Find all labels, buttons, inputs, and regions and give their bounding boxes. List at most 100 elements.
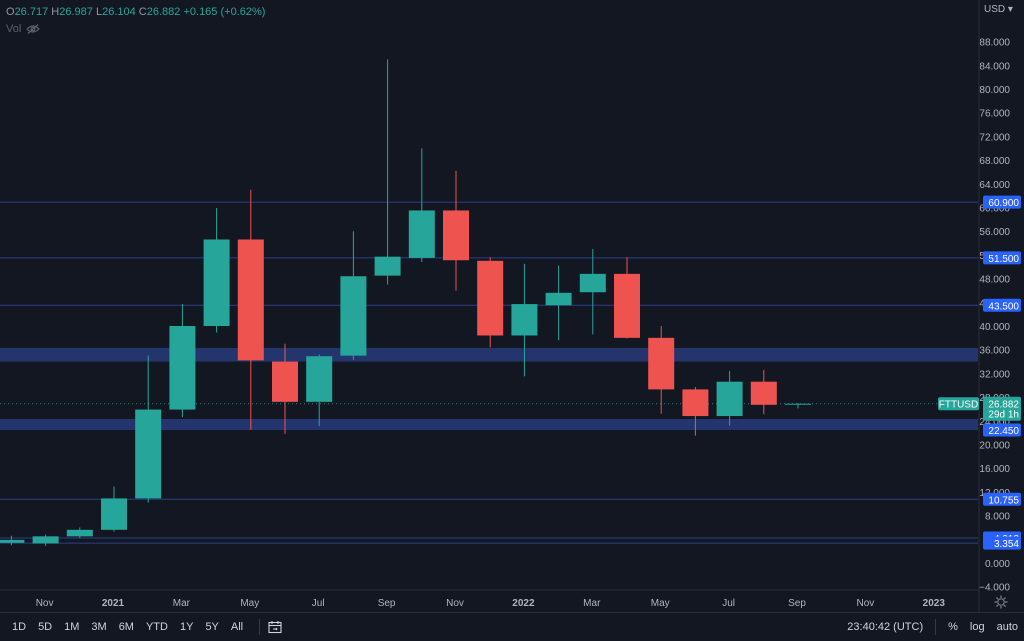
candle[interactable] (716, 371, 743, 426)
candle[interactable] (511, 263, 538, 377)
candle-body (682, 389, 709, 417)
price-label-text: 51.500 (988, 254, 1019, 265)
toolbar-divider (259, 619, 261, 635)
candle[interactable] (614, 257, 640, 339)
symbol-tag: FTTUSD (939, 400, 978, 411)
candle[interactable] (682, 387, 709, 436)
y-tick-label: 36.000 (979, 346, 1010, 357)
candle-body (0, 539, 25, 543)
x-tick-label: 2022 (512, 598, 535, 609)
candle[interactable] (785, 403, 811, 409)
candle-body (545, 292, 572, 306)
y-tick-label: 72.000 (979, 132, 1010, 143)
candle[interactable] (477, 257, 504, 348)
x-tick-label: Mar (173, 598, 191, 609)
support-zone (0, 419, 978, 430)
candle[interactable] (545, 265, 572, 341)
symbol-tag-bg (938, 397, 979, 411)
toolbar-divider-right (935, 619, 937, 635)
currency-label: USD (984, 4, 1006, 15)
eye-crossed-icon[interactable] (26, 24, 41, 34)
timeframe-5y[interactable]: 5Y (205, 621, 219, 633)
timeframe-3m[interactable]: 3M (91, 621, 107, 633)
price-label-bg (983, 298, 1021, 312)
bottom-right-controls: 23:40:42 (UTC) % log auto (847, 613, 1018, 641)
clock-time[interactable]: 23:40:42 (UTC) (847, 621, 924, 633)
candle[interactable] (203, 208, 230, 333)
auto-scale-toggle[interactable]: auto (996, 621, 1018, 633)
y-tick-label: 40.000 (979, 322, 1010, 333)
candle[interactable] (579, 248, 606, 335)
candle[interactable] (135, 355, 162, 503)
calendar-range-icon[interactable] (268, 620, 282, 634)
price-label: 22.450 (983, 423, 1021, 437)
timeframe-1d[interactable]: 1D (12, 621, 27, 633)
price-label-bg (983, 423, 1021, 437)
y-tick-label: 20.000 (979, 441, 1010, 452)
timeframe-ytd[interactable]: YTD (145, 621, 168, 633)
candle[interactable] (169, 304, 196, 418)
candle-body (614, 273, 640, 338)
x-tick-label: Jul (722, 598, 735, 609)
bottom-toolbar: 1D 5D 1M 3M 6M YTD 1Y 5Y All 23:40:42 (U… (0, 612, 1024, 641)
y-tick-label: 84.000 (979, 61, 1010, 72)
price-label-bg (983, 536, 1021, 550)
y-tick-label: 32.000 (979, 369, 1010, 380)
price-label-text: 43.500 (988, 301, 1019, 312)
candle[interactable] (0, 535, 25, 546)
currency-selector[interactable]: USD ▾ (984, 4, 1013, 15)
open-value: 26.717 (14, 6, 49, 18)
log-scale-toggle[interactable]: log (969, 621, 985, 633)
candle-body (66, 529, 93, 537)
candle-body (579, 273, 606, 293)
candle-body (237, 239, 264, 361)
candle[interactable] (306, 354, 333, 427)
candle[interactable] (750, 369, 777, 415)
y-tick-label: 16.000 (979, 464, 1010, 475)
candle[interactable] (32, 534, 59, 546)
candle[interactable] (101, 486, 127, 532)
candle-body (272, 361, 298, 402)
candle[interactable] (648, 326, 675, 414)
candle[interactable] (340, 231, 367, 360)
settings-gear-icon[interactable] (994, 595, 1008, 609)
volume-indicator[interactable]: Vol (6, 23, 41, 35)
percent-scale-toggle[interactable]: % (948, 621, 958, 633)
last-price-bg (983, 396, 1021, 421)
candle[interactable] (272, 343, 298, 434)
price-label-text: 60.900 (988, 198, 1019, 209)
candle-body (306, 356, 333, 402)
timeframe-1y[interactable]: 1Y (179, 621, 194, 633)
x-tick-label: Nov (446, 598, 464, 609)
candle[interactable] (374, 59, 401, 285)
timeframe-1m[interactable]: 1M (64, 621, 80, 633)
vol-label: Vol (6, 23, 22, 35)
timeframe-all[interactable]: All (230, 621, 244, 633)
candle[interactable] (408, 148, 435, 263)
close-value: 26.882 (146, 6, 181, 18)
price-label: 3.354 (983, 536, 1021, 550)
y-tick-label: 56.000 (979, 227, 1010, 238)
candle-body (443, 210, 469, 261)
y-tick-label: 48.000 (979, 275, 1010, 286)
candle-body (477, 260, 504, 336)
candle[interactable] (237, 189, 264, 430)
low-label: L (95, 6, 103, 18)
price-label-bg (983, 195, 1021, 209)
y-tick-label: 8.000 (985, 512, 1010, 523)
y-tick-label: 60.000 (979, 204, 1010, 215)
last-price-value: 26.882 (988, 400, 1019, 411)
candle[interactable] (443, 170, 469, 291)
candle-body (511, 304, 538, 336)
change-value: +0.165 (+0.62%) (183, 6, 266, 18)
timeframe-5d[interactable]: 5D (38, 621, 53, 633)
x-tick-label: 2023 (923, 598, 946, 609)
candle[interactable] (66, 527, 93, 539)
candle-body (408, 210, 435, 258)
timeframe-6m[interactable]: 6M (118, 621, 134, 633)
x-tick-label: May (240, 598, 259, 609)
support-zone (0, 347, 978, 362)
candle-body (750, 381, 777, 405)
ohlc-legend: O26.717 H26.987 L26.104 C26.882 +0.165 (… (6, 6, 265, 18)
